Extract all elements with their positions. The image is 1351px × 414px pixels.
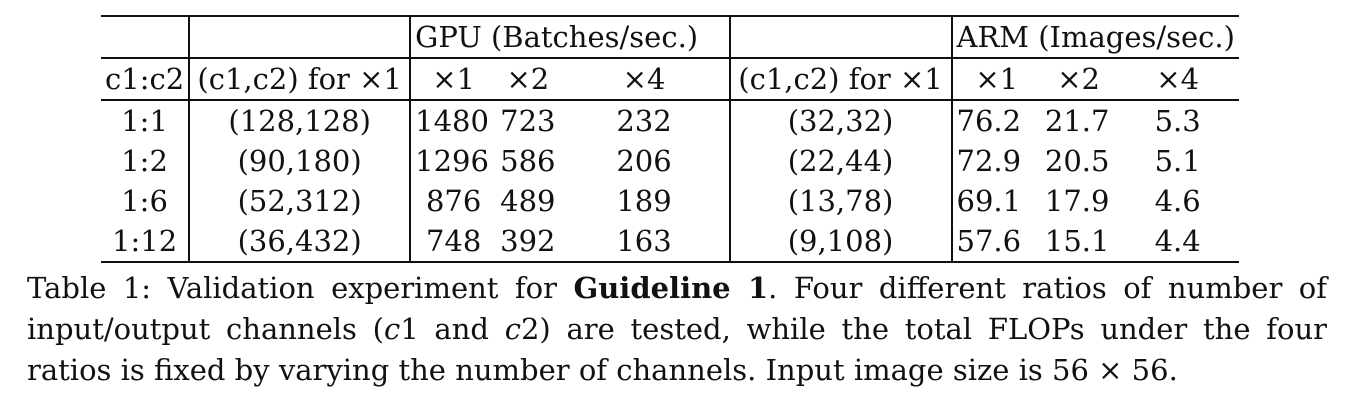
cell-ratio: 1:1 [101, 99, 191, 141]
cell-gpu-channels: (128,128) [189, 99, 412, 141]
cell-arm-x2: 15.1 [1040, 221, 1117, 263]
table-row: 1:6 (52,312) 876 489 189 (13,78) 69.1 17… [101, 181, 1239, 221]
table-row: 1:12 (36,432) 748 392 163 (9,108) 57.6 1… [101, 221, 1239, 263]
cell-gpu-x1: 748 [410, 221, 497, 263]
caption-guideline: Guideline 1 [573, 271, 769, 305]
cell-arm-x1: 69.1 [956, 184, 1022, 218]
caption-text-1: . Four different ratios of number of inp… [27, 271, 1327, 346]
arm-group-header: ARM (Images/sec.) [951, 15, 1239, 58]
cell-gpu-x2: 723 [496, 99, 560, 141]
col-header-gpu-x2: ×2 [496, 57, 560, 100]
cell-gpu-x4: 163 [559, 221, 730, 263]
caption-text-2: 1 and [400, 312, 505, 346]
cell-arm-x2: 20.5 [1044, 144, 1110, 178]
group-header-row: GPU (Batches/sec.) ARM (Images/sec.) [101, 15, 1239, 58]
col-header-arm-x2: ×2 [1040, 57, 1117, 100]
column-header-row: c1:c2 (c1,c2) for ×1 ×1 ×2 ×4 (c1,c2) fo… [101, 57, 1239, 100]
cell-arm-x1: 76.2 [951, 99, 1041, 141]
caption-text-3: 2) are tested, while the total FLOPs und… [27, 312, 1327, 387]
cell-arm-x2: 21.7 [1040, 99, 1117, 141]
col-header-gpu-x4: ×4 [559, 57, 730, 100]
cell-arm-channels: (22,44) [728, 141, 953, 181]
col-header-arm-x1: ×1 [951, 57, 1041, 100]
caption-var-c2: c [504, 312, 521, 346]
cell-arm-x1: 57.6 [951, 221, 1041, 263]
results-table: GPU (Batches/sec.) ARM (Images/sec.) c1:… [101, 15, 1239, 263]
empty-header-cell [101, 15, 191, 58]
cell-ratio: 1:2 [101, 141, 191, 181]
col-header-gpu-channels: (c1,c2) for ×1 [189, 57, 412, 100]
table-row: 1:2 (90,180) 1296 586 206 (22,44) 72.9 2… [101, 141, 1239, 181]
cell-gpu-x4: 232 [559, 99, 730, 141]
cell-gpu-x1: 1296 [415, 144, 489, 178]
gpu-group-header: GPU (Batches/sec.) [410, 15, 730, 58]
caption-prefix: Table 1: Validation experiment for [27, 271, 574, 305]
table-caption: Table 1: Validation experiment for Guide… [27, 268, 1327, 391]
cell-gpu-x1: 876 [425, 184, 482, 218]
col-header-arm-channels: (c1,c2) for ×1 [728, 57, 953, 100]
cell-gpu-channels: (90,180) [189, 141, 412, 181]
cell-ratio: 1:12 [101, 221, 191, 263]
col-header-gpu-x1: ×1 [410, 57, 497, 100]
cell-gpu-x1: 1480 [410, 99, 497, 141]
cell-arm-x4: 5.1 [1154, 144, 1201, 178]
cell-arm-x4: 5.3 [1116, 99, 1239, 141]
cell-gpu-channels: (36,432) [189, 221, 412, 263]
caption-var-c1: c [383, 312, 401, 346]
table-row: 1:1 (128,128) 1480 723 232 (32,32) 76.2 … [101, 99, 1239, 141]
cell-ratio: 1:6 [101, 181, 191, 221]
cell-gpu-channels: (52,312) [189, 181, 412, 221]
cell-gpu-x4: 206 [616, 144, 672, 178]
col-header-ratio: c1:c2 [101, 57, 191, 100]
col-header-arm-x4: ×4 [1116, 57, 1239, 100]
cell-arm-channels: (13,78) [728, 181, 953, 221]
cell-gpu-x2: 489 [500, 184, 556, 218]
empty-header-cell [189, 15, 412, 58]
empty-header-cell [728, 15, 953, 58]
cell-gpu-x2: 392 [496, 221, 560, 263]
cell-arm-x4: 4.4 [1116, 221, 1239, 263]
cell-arm-channels: (9,108) [728, 221, 953, 263]
cell-arm-x1: 72.9 [956, 144, 1022, 178]
cell-arm-x4: 4.6 [1154, 184, 1201, 218]
cell-gpu-x2: 586 [500, 144, 556, 178]
cell-arm-x2: 17.9 [1044, 184, 1110, 218]
cell-gpu-x4: 189 [616, 184, 672, 218]
cell-arm-channels: (32,32) [728, 99, 953, 141]
